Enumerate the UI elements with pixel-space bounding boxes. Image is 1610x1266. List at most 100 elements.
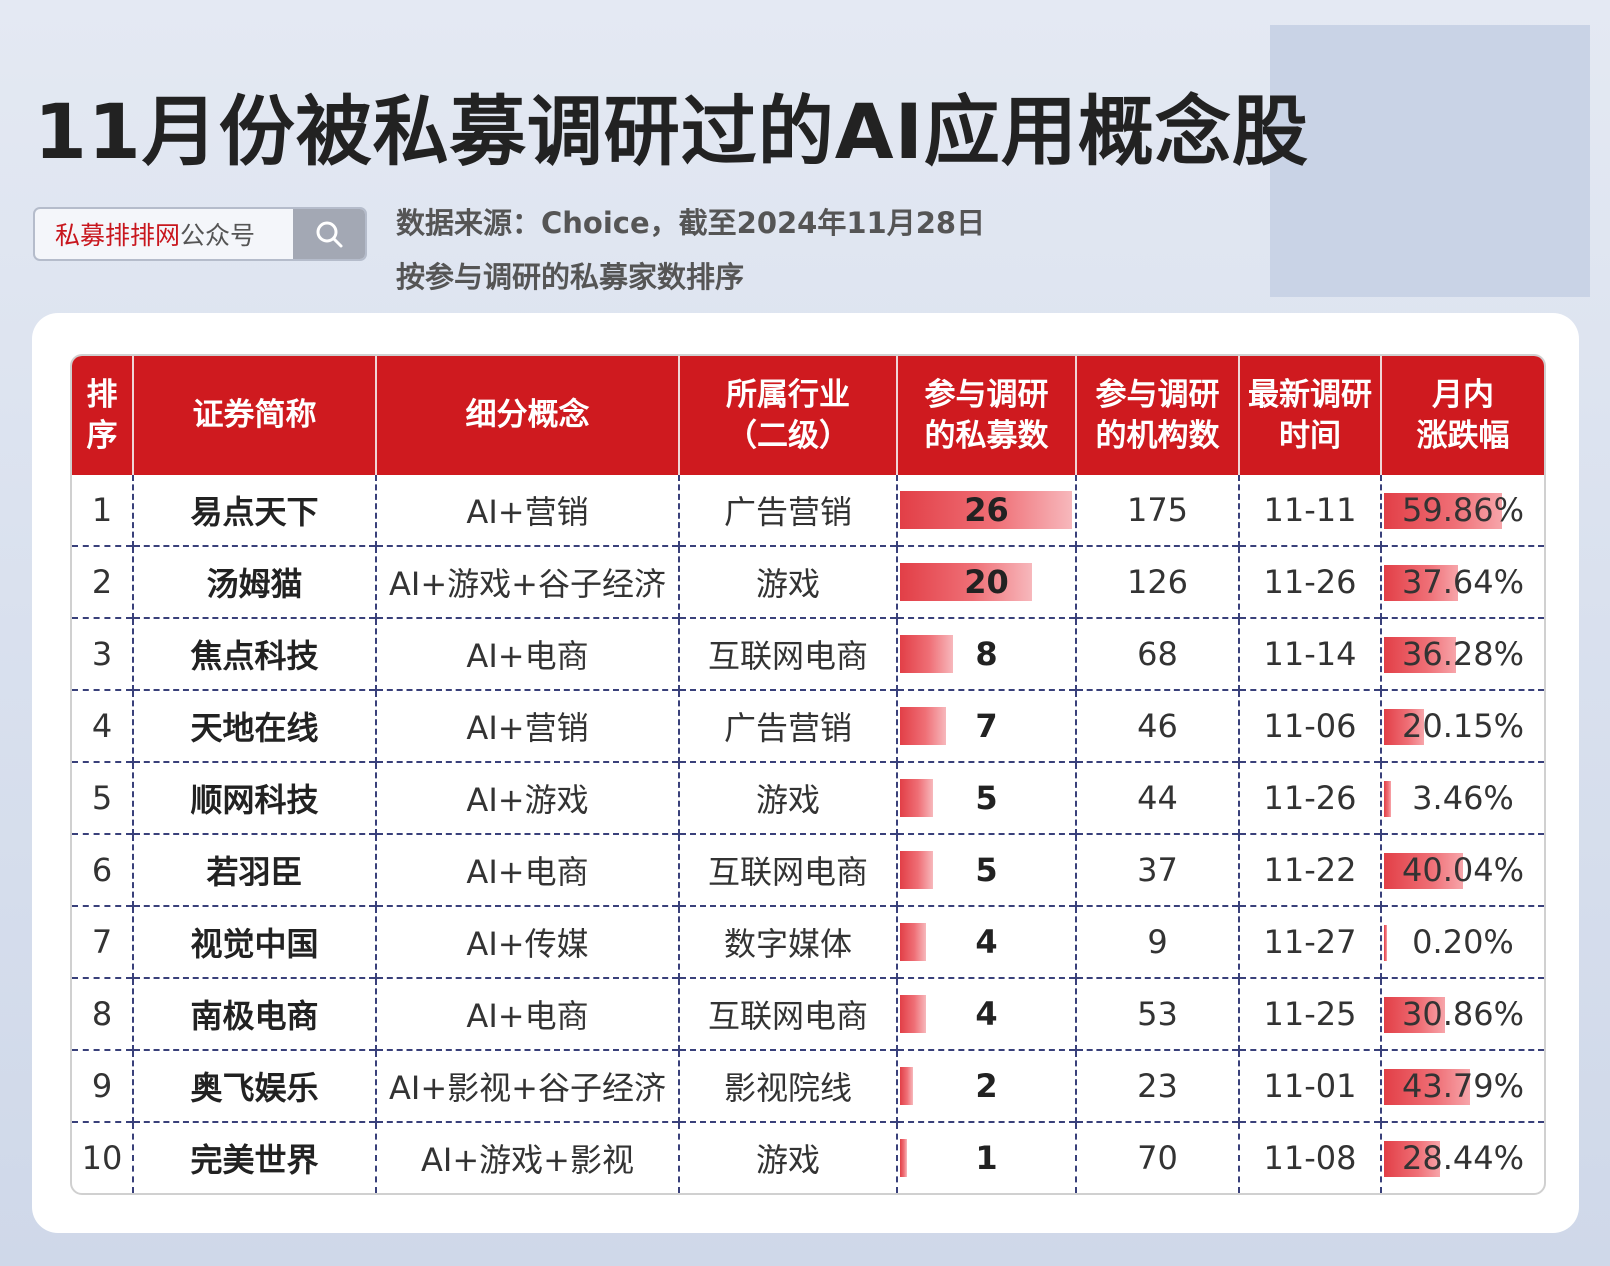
concept-cell: AI+营销 [375, 475, 679, 546]
rank-cell: 1 [91, 491, 113, 529]
monthly-change-cell: 3.46% [1380, 761, 1544, 834]
private-funds-value: 8 [975, 635, 998, 673]
private-funds-cell: 4 [896, 977, 1076, 1050]
concept-cell: AI+游戏+谷子经济 [375, 545, 679, 618]
monthly-change-cell: 40.04% [1380, 833, 1544, 906]
rank-cell: 10 [72, 1121, 133, 1193]
latest-date-cell: 11-01 [1238, 1049, 1381, 1122]
institutions-cell: 126 [1075, 545, 1239, 618]
header-line: 涨跌幅 [1416, 417, 1510, 454]
institutions-cell: 37 [1075, 833, 1239, 906]
private-funds-cell: 1 [896, 1121, 1076, 1193]
monthly-change-value: 0.20% [1412, 923, 1514, 961]
monthly-change-value: 30.86% [1401, 995, 1524, 1033]
latest-date-cell: 11-25 [1238, 977, 1381, 1050]
monthly-change-cell: 59.86% [1380, 475, 1544, 546]
sort-note: 按参与调研的私募家数排序 [396, 260, 745, 294]
concept-cell: AI+游戏 [375, 761, 679, 834]
institutions-cell: 44 [1075, 761, 1239, 834]
search-button[interactable] [293, 209, 365, 259]
industry-cell: 游戏 [678, 761, 897, 834]
header-private-funds: 参与调研 的私募数 [896, 356, 1076, 475]
latest-date-cell: 11-26 [1238, 761, 1381, 834]
industry-cell: 影视院线 [678, 1049, 897, 1122]
monthly-change-bar [1384, 997, 1445, 1033]
table-row: 6 若羽臣 AI+电商 互联网电商 5 37 11-22 40.04% [72, 833, 1544, 906]
header-line: 的私募数 [924, 417, 1049, 454]
rank-cell: 3 [72, 617, 133, 690]
header-line: （二级） [726, 417, 850, 454]
stock-name-cell: 若羽臣 [132, 833, 376, 906]
header-line: 时间 [1279, 417, 1341, 454]
monthly-change-bar [1384, 493, 1502, 529]
private-funds-value: 2 [975, 1067, 998, 1105]
search-box[interactable]: 私募排排网 公众号 [33, 207, 367, 261]
private-funds-value: 5 [975, 779, 998, 817]
monthly-change-value: 36.28% [1401, 635, 1524, 673]
institutions-cell: 46 [1075, 689, 1239, 762]
private-funds-value: 4 [975, 923, 998, 961]
concept-cell: AI+电商 [375, 977, 679, 1050]
private-funds-bar [900, 635, 953, 673]
private-funds-value: 4 [975, 995, 998, 1033]
private-funds-cell: 26 [896, 475, 1076, 546]
header-line: 排 [86, 377, 118, 414]
latest-date-cell: 11-22 [1238, 833, 1381, 906]
private-funds-cell: 5 [896, 833, 1076, 906]
concept-cell: AI+营销 [375, 689, 679, 762]
institutions-cell: 9 [1075, 905, 1239, 978]
monthly-change-bar [1384, 565, 1459, 601]
latest-date-cell: 11-27 [1238, 905, 1381, 978]
monthly-change-value: 59.86% [1401, 491, 1524, 529]
brand-suffix: 公众号 [180, 221, 256, 250]
monthly-change-cell: 37.64% [1380, 545, 1544, 618]
table-row: 3 焦点科技 AI+电商 互联网电商 8 68 11-14 36.28% [72, 617, 1544, 690]
stock-name-cell: 焦点科技 [132, 617, 376, 690]
stock-name-cell: 南极电商 [132, 977, 376, 1050]
header-row: 排序证券简称 细分概念 所属行业 （二级） 参与调研 的私募数 参与调研 的机构数 最新调研 时间… [72, 356, 1544, 475]
industry-cell: 游戏 [678, 1121, 897, 1193]
rank-cell: 6 [72, 833, 133, 906]
private-funds-value: 20 [964, 563, 1009, 601]
private-funds-cell: 7 [896, 689, 1076, 762]
concept-cell: AI+电商 [375, 617, 679, 690]
private-funds-bar [900, 923, 927, 961]
table-row: 4 天地在线 AI+营销 广告营销 7 46 11-06 20.15% [72, 689, 1544, 762]
page-title: 11月份被私募调研过的AI应用概念股 [34, 87, 1309, 176]
header-rank: 排序 [72, 356, 133, 475]
header-line: 所属行业 [726, 377, 850, 414]
private-funds-value: 1 [975, 1139, 998, 1177]
rank-cell: 4 [72, 689, 133, 762]
table-row: 10 完美世界 AI+游戏+影视 游戏 1 70 11-08 28.44% [72, 1121, 1544, 1193]
monthly-change-cell: 30.86% [1380, 977, 1544, 1050]
header-line: 细分概念 [465, 397, 590, 434]
concept-cell: AI+影视+谷子经济 [375, 1049, 679, 1122]
header-industry: 所属行业 （二级） [678, 356, 897, 475]
table-row: 9 奥飞娱乐 AI+影视+谷子经济 影视院线 2 23 11-01 43.79% [72, 1049, 1544, 1122]
rank-cell: 9 [72, 1049, 133, 1122]
private-funds-bar [900, 491, 1072, 529]
industry-cell: 互联网电商 [678, 977, 897, 1050]
table-row: 1 易点天下 AI+营销 广告营销 26 175 11-11 59.86% [72, 475, 1544, 546]
table-row: 8 南极电商 AI+电商 互联网电商 4 53 11-25 30.86% [72, 977, 1544, 1050]
search-icon [316, 221, 343, 248]
rank-cell: 7 [72, 905, 133, 978]
institutions-cell: 23 [1075, 1049, 1239, 1122]
private-funds-bar [900, 563, 1033, 601]
header-line: 参与调研 [924, 377, 1049, 414]
stock-name-cell: 天地在线 [132, 689, 376, 762]
concept-cell: AI+传媒 [375, 905, 679, 978]
institutions-cell: 68 [1075, 617, 1239, 690]
monthly-change-value: 40.04% [1401, 851, 1524, 889]
latest-date-cell: 11-14 [1238, 617, 1381, 690]
table-row: 7 视觉中国 AI+传媒 数字媒体 4 9 11-27 0.20% [72, 905, 1544, 978]
latest-date-cell: 11-06 [1238, 689, 1381, 762]
rank-cell: 5 [72, 761, 133, 834]
monthly-change-bar [1384, 1069, 1471, 1105]
header-concept: 细分概念 [375, 356, 679, 475]
private-funds-bar [900, 995, 927, 1033]
latest-date-cell: 11-26 [1238, 545, 1381, 618]
private-funds-value: 5 [975, 851, 998, 889]
table-wrapper: 排序证券简称 细分概念 所属行业 （二级） 参与调研 的私募数 参与调研 的机构数 最新调研 时间… [70, 354, 1546, 1195]
stock-name-cell: 完美世界 [132, 1121, 376, 1193]
